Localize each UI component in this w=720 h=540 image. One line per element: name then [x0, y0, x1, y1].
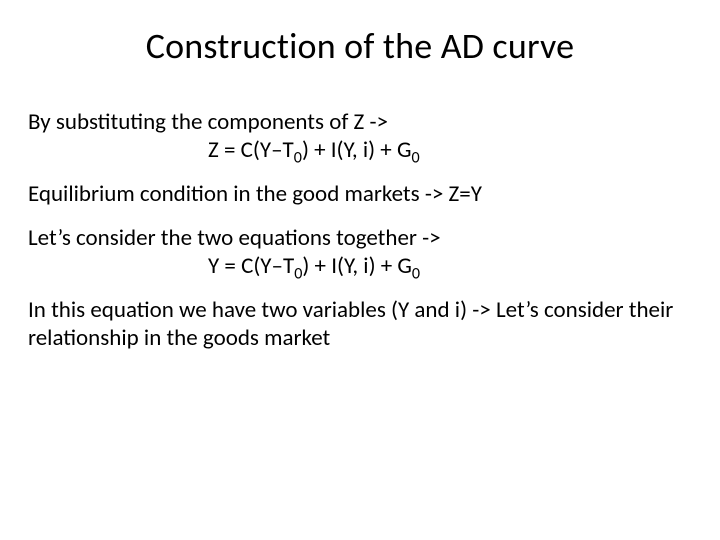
eq-z-dash: – — [271, 136, 282, 164]
equation-z: Z = C(Y–T0) + I(Y, i) + G0 — [28, 136, 692, 164]
eq-y-dash: – — [272, 252, 283, 280]
paragraph-substitution: By substituting the components of Z -> Z… — [28, 108, 692, 164]
eq-z-t: T — [283, 136, 294, 164]
eq-z-mid: ) + I(Y, i) + G — [302, 136, 412, 164]
slide-title: Construction of the AD curve — [28, 24, 692, 68]
p3-intro-text: Let’s consider the two equations togethe… — [28, 224, 441, 252]
eq-z-pre: Z = C(Y — [208, 136, 271, 164]
eq-z-sub-a: 0 — [294, 149, 302, 168]
eq-y-t: T — [283, 252, 294, 280]
eq-y-sub-b: 0 — [412, 265, 420, 284]
paragraph-equilibrium: Equilibrium condition in the good market… — [28, 180, 692, 208]
eq-z-sub-b: 0 — [411, 149, 419, 168]
paragraph-together: Let’s consider the two equations togethe… — [28, 224, 692, 280]
equation-y: Y = C(Y–T0) + I(Y, i) + G0 — [28, 252, 692, 280]
eq-y-mid: ) + I(Y, i) + G — [302, 252, 412, 280]
eq-y-pre: Y = C(Y — [208, 252, 272, 280]
p1-intro-text: By substituting the components of Z -> — [28, 108, 388, 136]
slide: Construction of the AD curve By substitu… — [0, 0, 720, 540]
paragraph-two-variables: In this equation we have two variables (… — [28, 296, 692, 352]
